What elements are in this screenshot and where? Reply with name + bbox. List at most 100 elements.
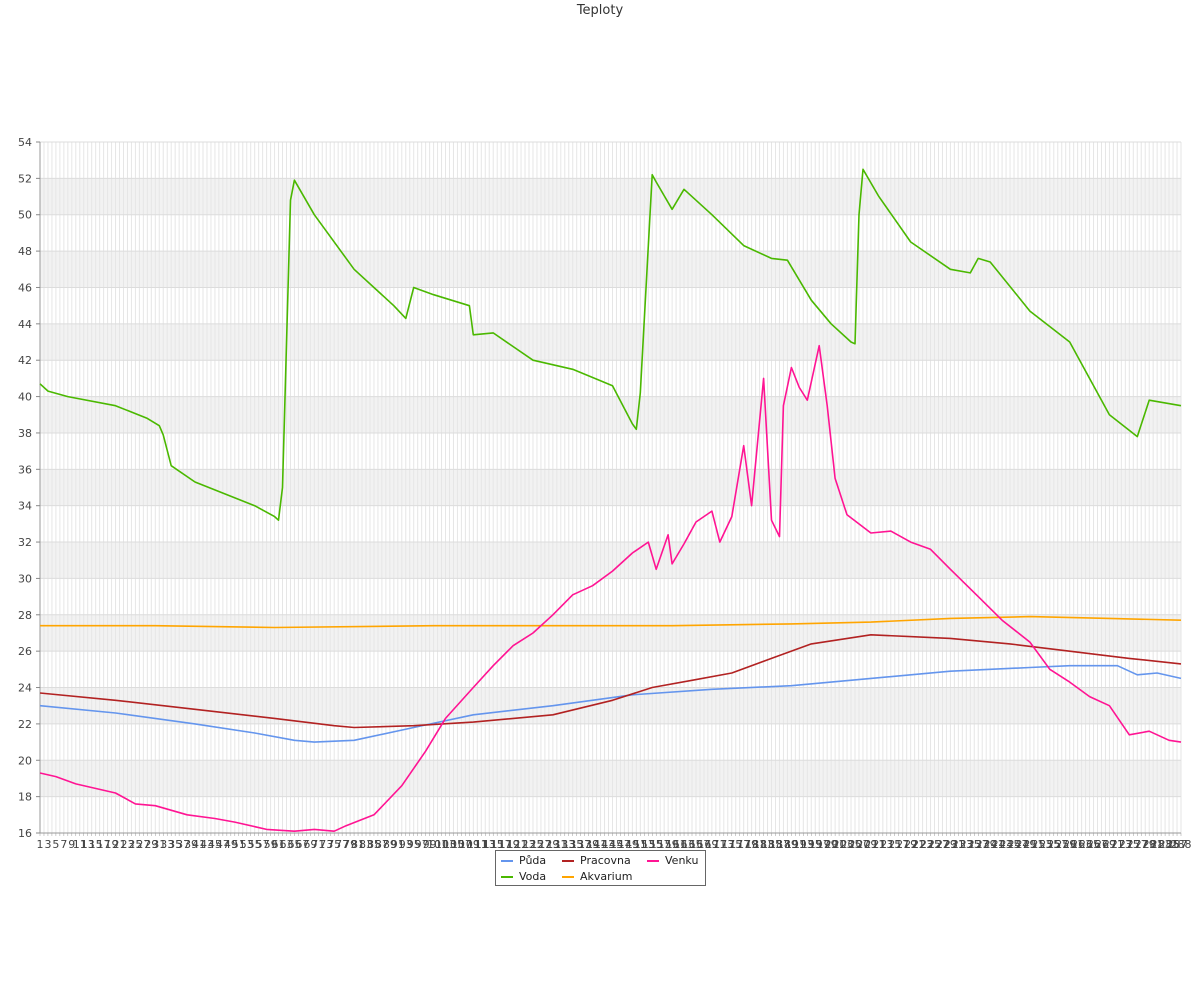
- x-tick-label: 271: [1103, 838, 1124, 851]
- x-tick-label: 287: [1167, 838, 1188, 851]
- grid-band: [40, 687, 1181, 724]
- x-tick-label: 95: [407, 838, 421, 851]
- x-tick-label: 143: [594, 838, 615, 851]
- x-tick-label: 57: [256, 838, 270, 851]
- x-tick-label: 111: [467, 838, 488, 851]
- y-tick-label: 40: [18, 391, 32, 404]
- x-tick-label: 29: [144, 838, 158, 851]
- x-tick-label: 133: [554, 838, 575, 851]
- x-tick-label: 27: [136, 838, 150, 851]
- y-tick-label: 54: [18, 136, 32, 149]
- y-tick-label: 42: [18, 354, 32, 367]
- y-tick-label: 18: [18, 791, 32, 804]
- x-tick-label: 147: [610, 838, 631, 851]
- x-tick-label: 167: [689, 838, 710, 851]
- x-tick-label: 127: [530, 838, 551, 851]
- x-tick-label: 107: [451, 838, 472, 851]
- x-tick-label: 141: [586, 838, 607, 851]
- grid-band: [40, 760, 1181, 797]
- x-tick-label: 3: [44, 838, 51, 851]
- x-tick-label: 277: [1127, 838, 1148, 851]
- y-tick-label: 20: [18, 754, 32, 767]
- x-tick-label: 231: [944, 838, 965, 851]
- x-tick-label: 97: [415, 838, 429, 851]
- x-tick-label: 215: [880, 838, 901, 851]
- x-tick-label: 197: [809, 838, 830, 851]
- x-tick-label: 69: [303, 838, 317, 851]
- x-tick-label: 275: [1119, 838, 1140, 851]
- horizontal-gridlines: [40, 141, 1181, 834]
- x-tick-label: 55: [248, 838, 262, 851]
- x-tick-label: 155: [642, 838, 663, 851]
- x-tick-label: 105: [443, 838, 464, 851]
- x-axis-ticks: 1 3 5 7 911131517192123252729313335373941434…: [37, 833, 1192, 851]
- x-tick-label: 115: [483, 838, 504, 851]
- legend-swatch-venku: [647, 860, 659, 862]
- x-tick-label: 101: [427, 838, 448, 851]
- x-tick-label: 237: [968, 838, 989, 851]
- x-tick-label: 47: [216, 838, 230, 851]
- x-tick-label: 21: [113, 838, 127, 851]
- x-tick-label: 181: [745, 838, 766, 851]
- x-tick-label: 263: [1071, 838, 1092, 851]
- series-lines: [39, 168, 1182, 833]
- x-tick-label: 23: [120, 838, 134, 851]
- x-tick-label: 255: [1039, 838, 1060, 851]
- x-tick-label: 153: [634, 838, 655, 851]
- x-tick-label: 83: [359, 838, 373, 851]
- x-tick-label: 125: [522, 838, 543, 851]
- x-tick-label: 103: [435, 838, 456, 851]
- x-tick-label: 273: [1111, 838, 1132, 851]
- x-tick-label: 285: [1159, 838, 1180, 851]
- x-tick-label: 53: [240, 838, 254, 851]
- x-tick-label: 59: [264, 838, 278, 851]
- x-tick-label: 93: [399, 838, 413, 851]
- x-tick-label: 169: [697, 838, 718, 851]
- x-tick-label: 75: [327, 838, 341, 851]
- x-tick-label: 221: [904, 838, 925, 851]
- grid-band: [40, 396, 1181, 433]
- y-tick-label: 44: [18, 318, 32, 331]
- y-tick-label: 52: [18, 172, 32, 185]
- x-tick-label: 79: [343, 838, 357, 851]
- x-tick-label: 213: [872, 838, 893, 851]
- x-tick-label: 243: [992, 838, 1013, 851]
- x-tick-label: 217: [888, 838, 909, 851]
- x-tick-label: 265: [1079, 838, 1100, 851]
- axes: [39, 142, 1181, 834]
- x-tick-label: 229: [936, 838, 957, 851]
- y-tick-label: 34: [18, 500, 32, 513]
- x-tick-label: 89: [383, 838, 397, 851]
- legend-label-venku: Venku: [665, 854, 699, 867]
- x-tick-label: 35: [168, 838, 182, 851]
- x-tick-label: 195: [801, 838, 822, 851]
- y-tick-label: 16: [18, 827, 32, 840]
- x-tick-label: 17: [97, 838, 111, 851]
- x-tick-label: 137: [570, 838, 591, 851]
- x-tick-label: 37: [176, 838, 190, 851]
- x-tick-label: 233: [952, 838, 973, 851]
- x-tick-label: 11: [73, 838, 87, 851]
- x-tick-label: 239: [976, 838, 997, 851]
- x-tick-label: 33: [160, 838, 174, 851]
- x-tick-label: 67: [295, 838, 309, 851]
- x-tick-label: 187: [769, 838, 790, 851]
- x-tick-label: 165: [682, 838, 703, 851]
- x-tick-label: 109: [459, 838, 480, 851]
- chart-title: Teploty: [576, 3, 624, 18]
- x-tick-label: 199: [817, 838, 838, 851]
- legend-label-voda: Voda: [519, 870, 547, 883]
- x-tick-label: 41: [192, 838, 206, 851]
- x-tick-label: 157: [650, 838, 671, 851]
- x-tick-label: 193: [793, 838, 814, 851]
- x-tick-label: 129: [538, 838, 559, 851]
- legend-item-akvarium: Akvarium: [562, 869, 632, 884]
- x-tick-label: 267: [1087, 838, 1108, 851]
- x-tick-label: 257: [1047, 838, 1068, 851]
- legend-item-pracovna: Pracovna: [562, 853, 631, 868]
- x-tick-label: 175: [721, 838, 742, 851]
- x-tick-label: 13: [81, 838, 95, 851]
- x-tick-label: 249: [1015, 838, 1036, 851]
- x-tick-label: 251: [1023, 838, 1044, 851]
